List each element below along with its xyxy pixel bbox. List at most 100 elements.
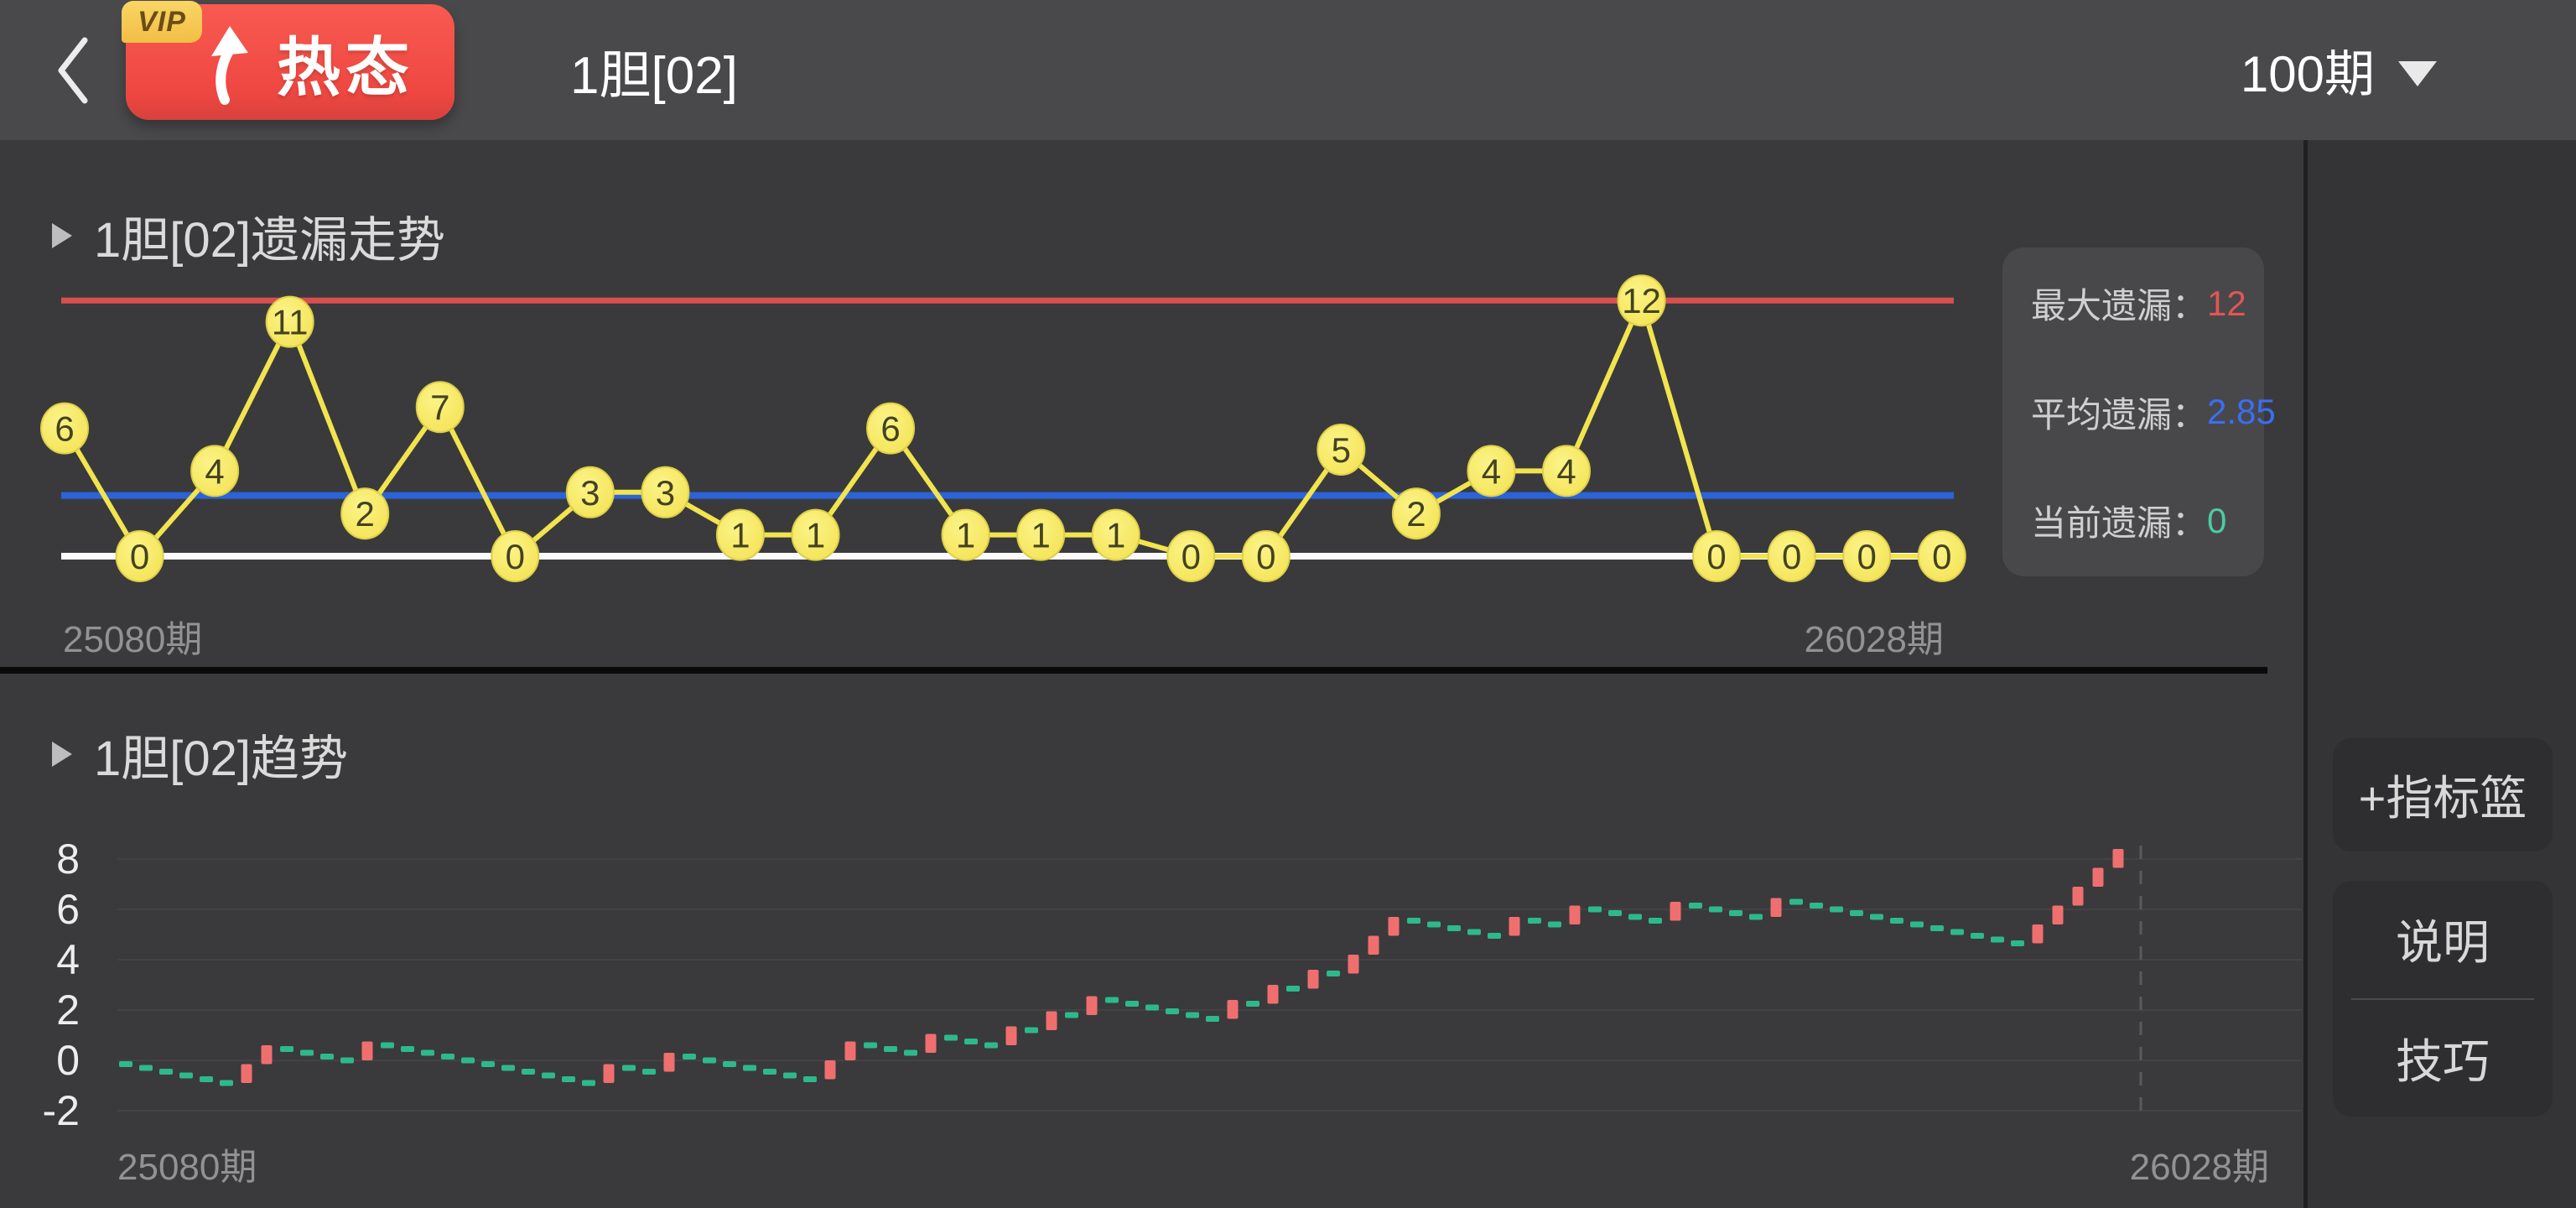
tips-button[interactable]: 技巧 [2333,1000,2553,1117]
stat-current-value: 0 [2207,500,2227,540]
trend-miss-dash [1447,925,1461,931]
omission-marker-value: 0 [1857,537,1877,576]
trend-y-tick-label: 4 [56,936,80,983]
trend-miss-dash [1025,1027,1038,1034]
period-selector[interactable]: 100期 [2241,0,2437,140]
trend-miss-dash [1467,929,1481,935]
trend-miss-dash [542,1072,555,1079]
omission-marker-value: 3 [656,473,675,513]
trend-miss-dash [1528,918,1541,924]
trend-miss-dash [884,1046,897,1052]
trend-miss-dash [1407,918,1420,924]
trend-section-title: 1胆[02]趋势 [94,732,348,786]
trend-y-tick-label: -2 [43,1087,80,1134]
collapse-triangle-icon [52,223,72,248]
trend-miss-dash [1991,936,2004,943]
omission-marker [1241,530,1291,582]
trend-miss-dash [1427,921,1441,928]
trend-miss-dash [1709,906,1722,913]
trend-miss-dash [179,1072,193,1079]
trend-hit-bar [1569,905,1581,924]
vip-tag-label: VIP [138,5,186,38]
trend-miss-dash [1166,1008,1179,1014]
omission-marker [1767,530,1816,582]
trend-section-header[interactable]: 1胆[02]趋势 [52,719,348,789]
vip-tag: VIP [122,1,202,43]
add-indicator-basket-button[interactable]: +指标篮 [2333,738,2553,851]
trend-miss-dash [763,1069,776,1075]
omission-marker [941,508,990,561]
stat-avg-value: 2.85 [2207,392,2276,431]
omission-marker [1091,508,1140,561]
up-arrow-icon [211,26,248,105]
stat-row-current: 当前遗漏： 0 [2031,495,2236,546]
hot-badge-label: 热态 [277,33,414,104]
omission-marker [791,508,840,561]
trend-y-tick-label: 6 [56,886,80,933]
omission-marker [491,530,540,582]
trend-hit-bar [1388,917,1400,936]
back-button[interactable] [44,0,102,140]
trend-miss-dash [1125,1001,1139,1007]
trend-miss-dash [1749,914,1763,920]
omission-marker [1391,487,1441,540]
omission-marker [1917,530,1966,582]
trend-miss-dash [320,1054,334,1060]
page-title: 1胆[02] [570,46,738,105]
omission-marker-value: 0 [1182,537,1201,576]
trend-miss-dash [1608,910,1622,916]
trend-hit-bar [2072,887,2084,906]
omission-marker-value: 6 [880,409,900,449]
trend-miss-dash [1065,1012,1078,1018]
omission-marker [1542,445,1591,497]
trend-miss-dash [1971,933,1984,939]
stat-current-label: 当前遗漏： [2031,503,2208,543]
trend-hit-bar [261,1045,273,1065]
omission-marker-value: 0 [130,537,149,576]
omission-marker-value: 1 [1031,516,1050,555]
trend-miss-dash [200,1076,213,1082]
trend-hit-bar [925,1034,937,1053]
trend-miss-dash [743,1065,756,1071]
trend-miss-dash [622,1065,636,1071]
omission-marker-value: 6 [55,409,74,449]
trend-miss-dash [461,1057,475,1064]
trend-miss-dash [280,1046,293,1052]
trend-miss-dash [1789,898,1803,905]
trend-miss-dash [1910,921,1924,928]
trend-hit-bar [2032,924,2044,944]
omission-marker [340,487,390,540]
trend-miss-dash [904,1049,917,1056]
omission-marker-value: 5 [1332,430,1351,470]
omission-marker-value: 0 [506,537,525,576]
omission-marker-value: 0 [1782,537,1801,576]
trend-axis-start-label: 25080期 [117,1147,257,1188]
omission-marker [565,466,615,518]
trend-hit-bar [1348,955,1359,974]
trend-y-tick-label: 2 [56,987,80,1034]
right-sidebar: +指标篮 说明 技巧 [2303,140,2576,1208]
trend-miss-dash [1327,971,1340,976]
omission-marker [641,466,690,518]
trend-hit-bar [1227,1000,1239,1019]
omission-marker [1166,530,1216,582]
omission-marker-value: 7 [430,388,449,427]
trend-miss-dash [1810,903,1823,909]
omission-marker-value: 4 [1556,451,1576,491]
omission-marker [265,295,314,348]
trend-miss-dash [944,1034,958,1041]
trend-miss-dash [421,1049,434,1056]
omission-section-title: 1胆[02]遗漏走势 [94,213,445,268]
omission-marker-value: 4 [1482,451,1501,491]
omission-section-header[interactable]: 1胆[02]遗漏走势 [52,200,445,271]
trend-miss-dash [1689,903,1702,909]
add-indicator-basket-label: +指标篮 [2358,772,2527,825]
omission-axis-start-label: 25080期 [63,619,203,660]
trend-miss-dash [582,1080,595,1086]
omission-marker-value: 12 [1622,281,1661,320]
explanation-button[interactable]: 说明 [2333,881,2553,998]
trend-miss-dash [119,1061,132,1067]
trend-miss-dash [1206,1016,1219,1022]
trend-miss-dash [723,1061,736,1067]
hot-state-badge[interactable]: VIP 热态 [122,1,454,120]
